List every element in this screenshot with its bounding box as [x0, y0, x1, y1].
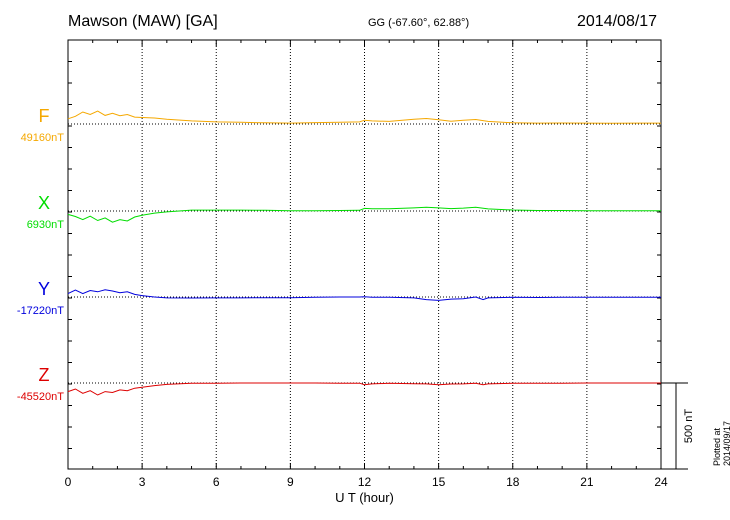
trace-y — [67, 289, 661, 301]
x-tick-label: 9 — [287, 475, 294, 489]
baseline-value-x: 6930nT — [27, 219, 65, 231]
baseline-value-z: -45520nT — [17, 391, 64, 403]
x-tick-label: 12 — [358, 475, 372, 489]
trace-x — [67, 206, 661, 223]
x-tick-label: 24 — [654, 475, 668, 489]
x-tick-label: 3 — [139, 475, 146, 489]
baseline-value-f: 49160nT — [21, 132, 65, 144]
component-label-f: F — [39, 106, 50, 126]
component-label-x: X — [38, 193, 50, 213]
component-label-z: Z — [39, 365, 50, 385]
x-tick-label: 0 — [65, 475, 72, 489]
geographic-coordinates: GG (-67.60°, 62.88°) — [368, 17, 470, 29]
x-tick-label: 6 — [213, 475, 220, 489]
x-tick-label: 18 — [506, 475, 520, 489]
scale-bar-label: 500 nT — [683, 409, 695, 444]
plot-frame — [67, 39, 662, 470]
x-tick-label: 21 — [580, 475, 594, 489]
plotted-at-note: Plotted at 2014/09/17 02:01 UT — [712, 420, 730, 466]
x-axis-label: U T (hour) — [335, 490, 394, 505]
x-tick-label: 15 — [432, 475, 446, 489]
date-label: 2014/08/17 — [577, 13, 658, 30]
trace-f — [67, 110, 661, 124]
baseline-value-y: -17220nT — [17, 305, 64, 317]
component-label-y: Y — [38, 279, 50, 299]
station-title: Mawson (MAW) [GA] — [68, 13, 218, 30]
trace-z — [67, 382, 661, 396]
